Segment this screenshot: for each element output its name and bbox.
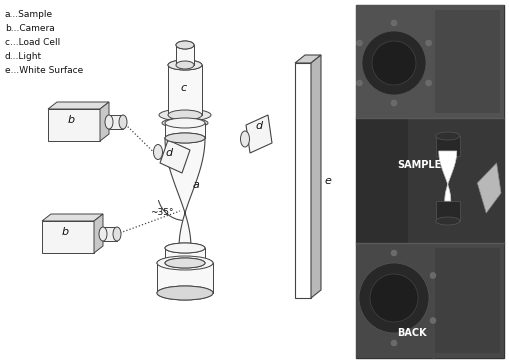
Bar: [436, 136, 460, 156]
Text: c...Load Cell: c...Load Cell: [5, 38, 60, 47]
Text: d: d: [255, 121, 262, 131]
Text: a...Sample: a...Sample: [5, 10, 53, 19]
Circle shape: [391, 340, 397, 346]
Ellipse shape: [165, 243, 205, 253]
Polygon shape: [160, 140, 190, 173]
Ellipse shape: [176, 41, 194, 49]
Text: d: d: [165, 148, 172, 158]
Polygon shape: [165, 248, 205, 263]
Polygon shape: [165, 138, 205, 248]
Ellipse shape: [168, 60, 202, 70]
Ellipse shape: [157, 257, 213, 269]
Ellipse shape: [165, 243, 205, 253]
Polygon shape: [311, 55, 321, 298]
Ellipse shape: [168, 60, 202, 70]
Ellipse shape: [157, 256, 213, 270]
Ellipse shape: [436, 132, 460, 140]
Polygon shape: [94, 214, 103, 253]
Polygon shape: [48, 109, 100, 141]
Text: e...White Surface: e...White Surface: [5, 66, 83, 75]
Circle shape: [359, 263, 429, 333]
Ellipse shape: [165, 258, 205, 268]
Bar: [356, 118, 504, 243]
Bar: [356, 5, 504, 358]
Ellipse shape: [154, 144, 162, 159]
Text: ~35°: ~35°: [150, 208, 174, 217]
Text: e: e: [324, 176, 331, 186]
Circle shape: [391, 100, 397, 106]
Circle shape: [391, 250, 397, 256]
Polygon shape: [103, 227, 117, 241]
Ellipse shape: [99, 227, 107, 241]
Ellipse shape: [240, 131, 249, 147]
Polygon shape: [176, 45, 194, 65]
Ellipse shape: [105, 115, 113, 129]
Polygon shape: [168, 65, 202, 115]
Text: a: a: [193, 180, 200, 190]
Circle shape: [372, 41, 416, 85]
Ellipse shape: [157, 286, 213, 300]
Circle shape: [356, 40, 362, 46]
Bar: [435, 10, 500, 113]
Ellipse shape: [165, 118, 205, 128]
Polygon shape: [295, 63, 311, 298]
Text: c: c: [180, 83, 186, 93]
Bar: [356, 118, 408, 243]
Circle shape: [362, 31, 426, 95]
Circle shape: [426, 40, 432, 46]
Ellipse shape: [165, 258, 205, 268]
Circle shape: [430, 273, 436, 278]
Bar: [436, 201, 460, 221]
Circle shape: [430, 318, 436, 323]
Text: SAMPLE: SAMPLE: [398, 160, 442, 170]
Polygon shape: [42, 214, 103, 221]
Text: BACK: BACK: [398, 328, 427, 338]
Ellipse shape: [176, 41, 194, 49]
Ellipse shape: [165, 133, 205, 143]
Ellipse shape: [159, 109, 211, 121]
Polygon shape: [42, 221, 94, 253]
Text: b: b: [62, 227, 69, 237]
Circle shape: [391, 20, 397, 26]
Ellipse shape: [157, 286, 213, 300]
Polygon shape: [477, 163, 501, 213]
Bar: [435, 248, 500, 353]
Polygon shape: [100, 102, 109, 141]
Circle shape: [356, 80, 362, 86]
Ellipse shape: [436, 217, 460, 225]
Polygon shape: [48, 102, 109, 109]
Circle shape: [370, 274, 418, 322]
Ellipse shape: [162, 118, 208, 128]
Text: b: b: [68, 115, 75, 125]
Text: d...Light: d...Light: [5, 52, 42, 61]
Polygon shape: [165, 123, 205, 138]
Ellipse shape: [168, 110, 202, 120]
Polygon shape: [109, 115, 123, 129]
Text: b...Camera: b...Camera: [5, 24, 55, 33]
Polygon shape: [157, 263, 213, 293]
Ellipse shape: [119, 115, 127, 129]
Polygon shape: [295, 55, 321, 63]
Polygon shape: [439, 151, 457, 201]
Bar: [356, 243, 504, 358]
Ellipse shape: [176, 61, 194, 69]
Polygon shape: [246, 115, 272, 153]
Circle shape: [426, 80, 432, 86]
Bar: [356, 5, 504, 118]
Ellipse shape: [165, 133, 205, 143]
Ellipse shape: [113, 227, 121, 241]
